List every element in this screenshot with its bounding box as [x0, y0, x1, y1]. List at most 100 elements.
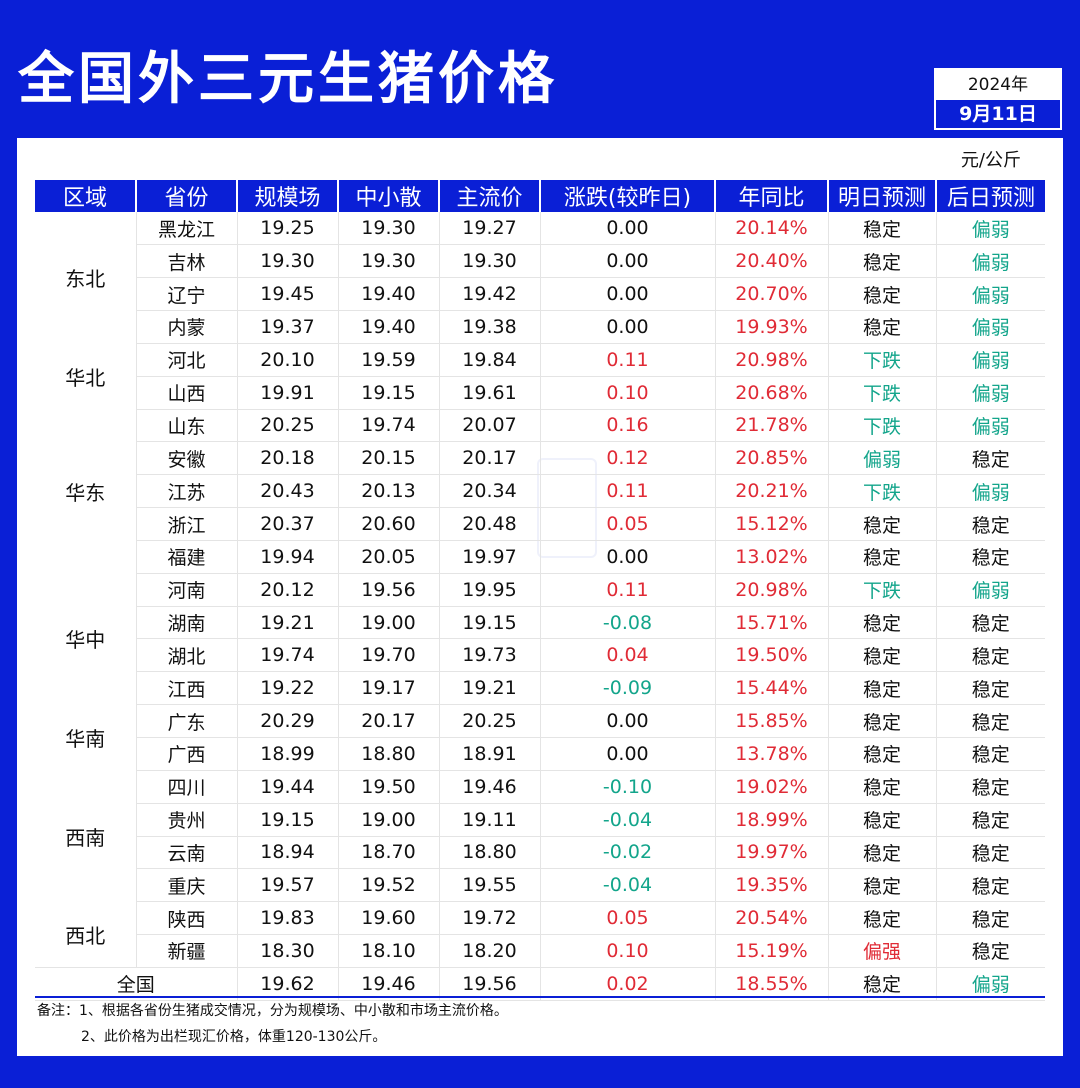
day-after-cell: 稳定 [935, 803, 1045, 837]
change-cell: -0.04 [539, 803, 715, 837]
header-day-after: 后日预测 [935, 180, 1045, 212]
date-box: 2024年 9月11日 [934, 68, 1062, 130]
yoy-cell: 20.68% [714, 376, 828, 410]
change-cell: 0.10 [539, 934, 715, 968]
day-after-cell: 稳定 [935, 868, 1045, 903]
day-after-cell: 偏弱 [935, 343, 1045, 377]
province-cell: 黑龙江 [135, 212, 237, 246]
yoy-cell: 15.71% [714, 606, 828, 640]
province-cell: 吉林 [135, 244, 237, 279]
large-farm-cell: 19.74 [236, 638, 338, 673]
table-row: 重庆 19.57 19.52 19.55 -0.04 19.35% 稳定 稳定 [35, 868, 1045, 903]
page-title: 全国外三元生猪价格 [18, 47, 558, 112]
header-large-farm: 规模场 [236, 180, 338, 212]
tomorrow-cell: 稳定 [827, 277, 936, 312]
province-cell: 重庆 [135, 868, 237, 903]
small-farm-cell: 20.13 [337, 474, 439, 509]
small-farm-cell: 19.60 [337, 901, 439, 936]
yoy-cell: 19.02% [714, 770, 828, 804]
region-cell: 华北 [65, 365, 106, 390]
change-cell: -0.04 [539, 868, 715, 903]
yoy-cell: 19.93% [714, 310, 828, 344]
tomorrow-cell: 偏强 [827, 934, 936, 968]
price-panel: 元/公斤 区域 省份 规模场 中小散 主流价 涨跌(较昨日) 年同比 明日预测 … [17, 138, 1063, 1056]
change-cell: -0.10 [539, 770, 715, 804]
small-farm-cell: 20.05 [337, 540, 439, 574]
small-farm-cell: 19.70 [337, 638, 439, 673]
change-cell: -0.09 [539, 671, 715, 706]
main-price-cell: 19.15 [438, 606, 540, 640]
change-cell: 0.11 [539, 474, 715, 509]
small-farm-cell: 19.00 [337, 803, 439, 837]
change-cell: 0.04 [539, 638, 715, 673]
tomorrow-cell: 稳定 [827, 737, 936, 771]
large-farm-cell: 19.25 [236, 212, 338, 246]
province-cell: 新疆 [135, 934, 237, 968]
table-row: 浙江 20.37 20.60 20.48 0.05 15.12% 稳定 稳定 [35, 507, 1045, 541]
main-price-cell: 18.20 [438, 934, 540, 968]
main-price-cell: 19.42 [438, 277, 540, 312]
day-after-cell: 稳定 [935, 737, 1045, 771]
main-price-cell: 19.95 [438, 573, 540, 607]
province-cell: 湖北 [135, 638, 237, 673]
province-cell: 四川 [135, 770, 237, 804]
yoy-cell: 20.14% [714, 212, 828, 246]
tomorrow-cell: 稳定 [827, 671, 936, 706]
large-farm-cell: 19.91 [236, 376, 338, 410]
province-cell: 山东 [135, 409, 237, 443]
small-farm-cell: 19.30 [337, 212, 439, 246]
tomorrow-cell: 稳定 [827, 836, 936, 870]
header-yoy: 年同比 [714, 180, 828, 212]
table-row: 新疆 18.30 18.10 18.20 0.10 15.19% 偏强 稳定 [35, 934, 1045, 968]
small-farm-cell: 19.00 [337, 606, 439, 640]
main-price-cell: 19.38 [438, 310, 540, 344]
table-row: 西南 四川 19.44 19.50 19.46 -0.10 19.02% 稳定 稳定 [35, 770, 1045, 850]
main-price-cell: 19.46 [438, 770, 540, 804]
large-farm-cell: 18.94 [236, 836, 338, 870]
day-after-cell: 稳定 [935, 606, 1045, 640]
yoy-cell: 21.78% [714, 409, 828, 443]
table-row: 华东 山东 20.25 19.74 20.07 0.16 21.78% 下跌 偏弱 [35, 409, 1045, 505]
change-cell: 0.00 [539, 212, 715, 246]
yoy-cell: 18.55% [714, 967, 828, 1001]
yoy-cell: 20.98% [714, 343, 828, 377]
change-cell: 0.11 [539, 343, 715, 377]
province-cell: 内蒙 [135, 310, 237, 344]
tomorrow-cell: 稳定 [827, 310, 936, 344]
yoy-cell: 20.85% [714, 441, 828, 476]
large-farm-cell: 19.22 [236, 671, 338, 706]
table-row: 吉林 19.30 19.30 19.30 0.00 20.40% 稳定 偏弱 [35, 244, 1045, 279]
change-cell: 0.05 [539, 901, 715, 936]
tomorrow-cell: 稳定 [827, 704, 936, 738]
table-row: 东北 黑龙江 19.25 19.30 19.27 0.00 20.14% 稳定 偏弱 [35, 212, 1045, 291]
day-after-cell: 稳定 [935, 901, 1045, 936]
header-province: 省份 [135, 180, 237, 212]
note-2: 2、此价格为出栏现汇价格，体重120-130公斤。 [81, 1029, 387, 1045]
large-farm-cell: 20.43 [236, 474, 338, 509]
day-after-cell: 稳定 [935, 934, 1045, 968]
table-body: 东北 黑龙江 19.25 19.30 19.27 0.00 20.14% 稳定 偏弱 吉林 19.3… [35, 212, 1045, 1001]
region-cell: 华东 [65, 480, 106, 505]
province-cell: 贵州 [135, 803, 237, 837]
small-farm-cell: 19.30 [337, 244, 439, 279]
date-year: 2024年 [934, 68, 1062, 98]
yoy-cell: 15.44% [714, 671, 828, 706]
yoy-cell: 20.98% [714, 573, 828, 607]
large-farm-cell: 19.37 [236, 310, 338, 344]
change-cell: 0.00 [539, 277, 715, 312]
large-farm-cell: 19.15 [236, 803, 338, 837]
header-small-farm: 中小散 [337, 180, 439, 212]
day-after-cell: 偏弱 [935, 967, 1045, 1001]
main-price-cell: 19.56 [438, 967, 540, 1001]
main-price-cell: 19.27 [438, 212, 540, 246]
tomorrow-cell: 稳定 [827, 770, 936, 804]
notes: 备注：1、根据各省份生猪成交情况，分为规模场、中小散和市场主流价格。 2、此价格… [37, 998, 508, 1050]
large-farm-cell: 18.30 [236, 934, 338, 968]
change-cell: 0.00 [539, 310, 715, 344]
table-row: 内蒙 19.37 19.40 19.38 0.00 19.93% 稳定 偏弱 [35, 310, 1045, 344]
large-farm-cell: 18.99 [236, 737, 338, 771]
large-farm-cell: 20.12 [236, 573, 338, 607]
small-farm-cell: 19.52 [337, 868, 439, 903]
change-cell: 0.05 [539, 507, 715, 541]
small-farm-cell: 20.60 [337, 507, 439, 541]
